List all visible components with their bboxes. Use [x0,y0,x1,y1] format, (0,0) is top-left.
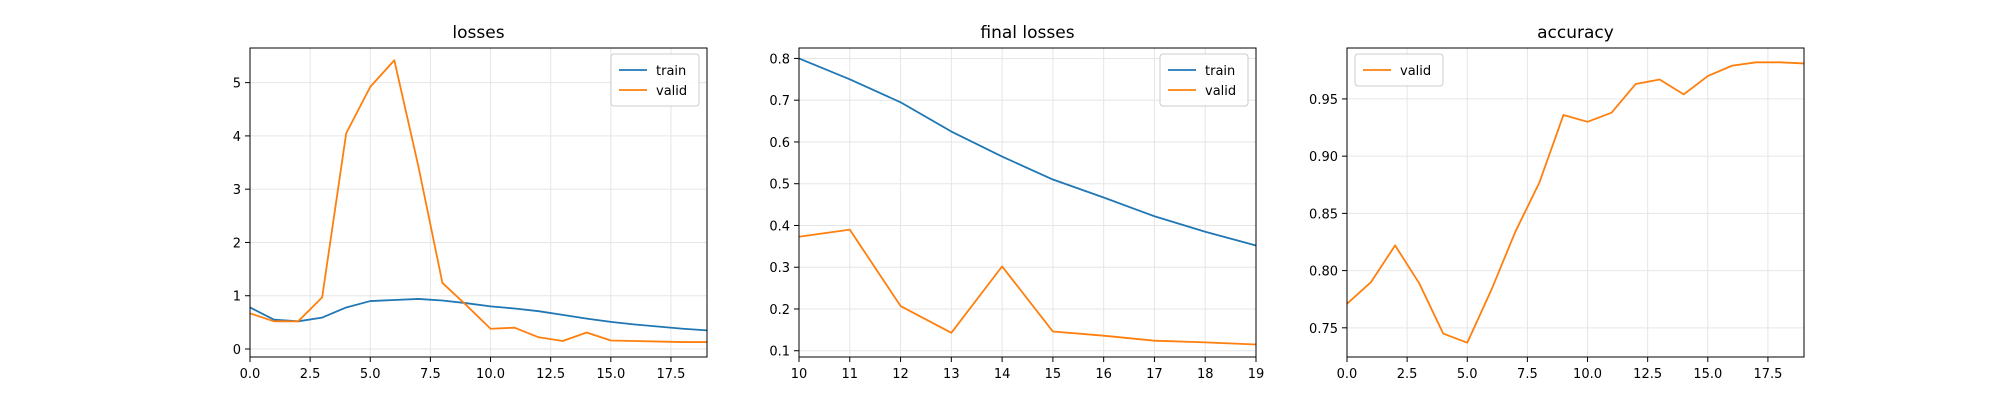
legend-label: train [656,64,686,79]
x-tick-label: 2.5 [1397,367,1418,382]
series-line-train [798,57,1257,247]
x-tick-label: 10.0 [1573,367,1602,382]
series-line-train [249,298,708,332]
y-tick-label: 0.4 [769,219,790,234]
y-tick-label: 0.90 [1309,150,1338,165]
y-tick-label: 5 [233,77,241,92]
x-tick-label: 2.5 [300,367,321,382]
y-tick-label: 0.75 [1309,322,1338,337]
x-tick-label: 5.0 [360,367,381,382]
x-tick-label: 14 [994,367,1011,382]
x-tick-label: 12.5 [536,367,565,382]
x-tick-label: 7.5 [420,367,441,382]
y-tick-label: 0.2 [769,303,790,318]
y-tick-label: 0.5 [769,178,790,193]
series-line-valid [1346,61,1805,344]
legend-label: valid [1400,64,1431,79]
chart-title: final losses [980,23,1074,43]
y-tick-label: 0.1 [769,345,790,360]
x-tick-label: 7.5 [1517,367,1538,382]
axes-frame [798,47,1257,358]
chart-panel-2: 10 11 12 13 14 15 16 17 18 19 0.1 0.2 0.3 0.4 0.5 0.6 0.… [769,23,1264,382]
x-tick-label: 11 [842,367,859,382]
y-tick-label: 0.7 [769,94,790,109]
y-tick-label: 0.95 [1309,93,1338,108]
legend: train valid [610,53,700,107]
y-tick-label: 0.80 [1309,265,1338,280]
series-line-valid [249,59,707,343]
y-tick-label: 0.8 [769,52,790,67]
y-tick-label: 3 [233,183,241,198]
x-tick-label: 0.0 [240,367,261,382]
x-tick-label: 10 [791,367,808,382]
x-tick-label: 17 [1146,367,1163,382]
x-tick-label: 18 [1197,367,1214,382]
legend-label: train [1205,64,1235,79]
x-tick-label: 17.5 [1753,367,1782,382]
axes-frame [1346,47,1805,358]
legend: valid [1354,53,1444,87]
x-tick-label: 12.5 [1633,367,1662,382]
chart-panel-1: 0.0 2.5 5.0 7.5 10.0 12.5 15.0 17.5 0 1 2 3 4 5 losses… [233,23,708,382]
legend-label: valid [1205,84,1236,99]
x-tick-label: 0.0 [1337,367,1358,382]
x-tick-label: 10.0 [476,367,505,382]
y-tick-label: 1 [233,290,241,305]
x-tick-label: 12 [892,367,909,382]
chart-title: accuracy [1537,23,1614,43]
legend-box [610,53,700,107]
x-tick-label: 19 [1248,367,1265,382]
y-tick-label: 0.6 [769,136,790,151]
series-line-valid [798,228,1257,346]
x-tick-label: 15.0 [596,367,625,382]
legend-box [1354,53,1444,87]
x-tick-label: 5.0 [1457,367,1478,382]
legend-label: valid [656,84,687,99]
y-tick-label: 0.3 [769,261,790,276]
chart-panel-3: 0.0 2.5 5.0 7.5 10.0 12.5 15.0 17.5 0.75 0.80 0.85… [1309,23,1805,382]
x-tick-label: 17.5 [656,367,685,382]
axes-frame [249,47,708,358]
x-tick-label: 15 [1045,367,1062,382]
chart-title: losses [452,23,504,43]
x-tick-label: 13 [943,367,960,382]
x-tick-label: 15.0 [1693,367,1722,382]
legend: train valid [1159,53,1249,107]
y-tick-label: 4 [233,130,241,145]
y-tick-label: 0.85 [1309,207,1338,222]
legend-box [1159,53,1249,107]
y-tick-label: 0 [233,343,241,358]
y-tick-label: 2 [233,236,241,251]
x-tick-label: 16 [1095,367,1112,382]
